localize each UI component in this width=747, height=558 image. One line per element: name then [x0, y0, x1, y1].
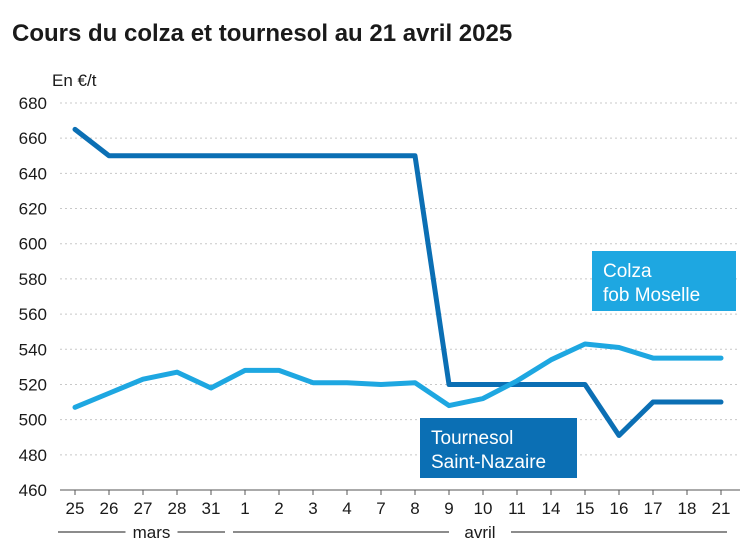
y-tick-label: 640	[19, 164, 47, 183]
y-axis-ticks: 460 480 500 520 540 560 580 600 620 640 660 680	[19, 94, 47, 500]
y-tick-label: 680	[19, 94, 47, 113]
x-tick-label: 27	[134, 499, 153, 518]
y-tick-label: 520	[19, 375, 47, 394]
series-label-text: Colza	[603, 261, 652, 282]
x-tick-label: 17	[644, 499, 663, 518]
y-tick-label: 620	[19, 200, 47, 219]
x-tick-label: 15	[576, 499, 595, 518]
x-tick-label: 9	[444, 499, 453, 518]
x-tick-label: 31	[202, 499, 221, 518]
x-axis: 25 26 27 28 31 1 2 3 4 7 8 9 10 11 14 15 16 17 18 21	[60, 489, 740, 518]
month-labels: mars avril	[58, 523, 727, 542]
x-tick-label: 16	[610, 499, 629, 518]
x-tick-label: 3	[308, 499, 317, 518]
y-tick-label: 500	[19, 411, 47, 430]
series	[72, 126, 724, 438]
series-label-box	[420, 418, 577, 478]
x-tick-label: 4	[342, 499, 351, 518]
x-tick-label: 28	[168, 499, 187, 518]
series-label-text: fob Moselle	[603, 285, 700, 306]
chart-title: Cours du colza et tournesol au 21 avril …	[12, 20, 512, 47]
month-label: mars	[133, 523, 171, 542]
x-tick-label: 2	[274, 499, 283, 518]
y-tick-label: 600	[19, 235, 47, 254]
x-tick-label: 14	[542, 499, 561, 518]
series-label-text: Tournesol	[431, 428, 513, 449]
y-axis-unit: En €/t	[52, 71, 97, 90]
x-tick-label: 10	[474, 499, 493, 518]
x-tick-label: 18	[678, 499, 697, 518]
y-tick-label: 580	[19, 270, 47, 289]
y-tick-label: 540	[19, 340, 47, 359]
month-label: avril	[464, 523, 495, 542]
series-line-0	[72, 126, 724, 438]
series-label-box	[592, 251, 736, 311]
x-tick-label: 25	[66, 499, 85, 518]
y-tick-label: 460	[19, 481, 47, 500]
y-tick-label: 560	[19, 305, 47, 324]
series-line-1	[72, 341, 724, 410]
x-tick-label: 11	[508, 499, 526, 518]
series-labels: Tournesol Saint-Nazaire Colza fob Moselle	[420, 251, 736, 478]
x-tick-label: 1	[240, 499, 249, 518]
x-tick-label: 7	[376, 499, 385, 518]
x-tick-label: 8	[410, 499, 419, 518]
y-tick-label: 660	[19, 129, 47, 148]
x-tick-label: 21	[712, 499, 731, 518]
y-tick-label: 480	[19, 446, 47, 465]
x-tick-label: 26	[100, 499, 119, 518]
series-label-text: Saint-Nazaire	[431, 452, 546, 473]
